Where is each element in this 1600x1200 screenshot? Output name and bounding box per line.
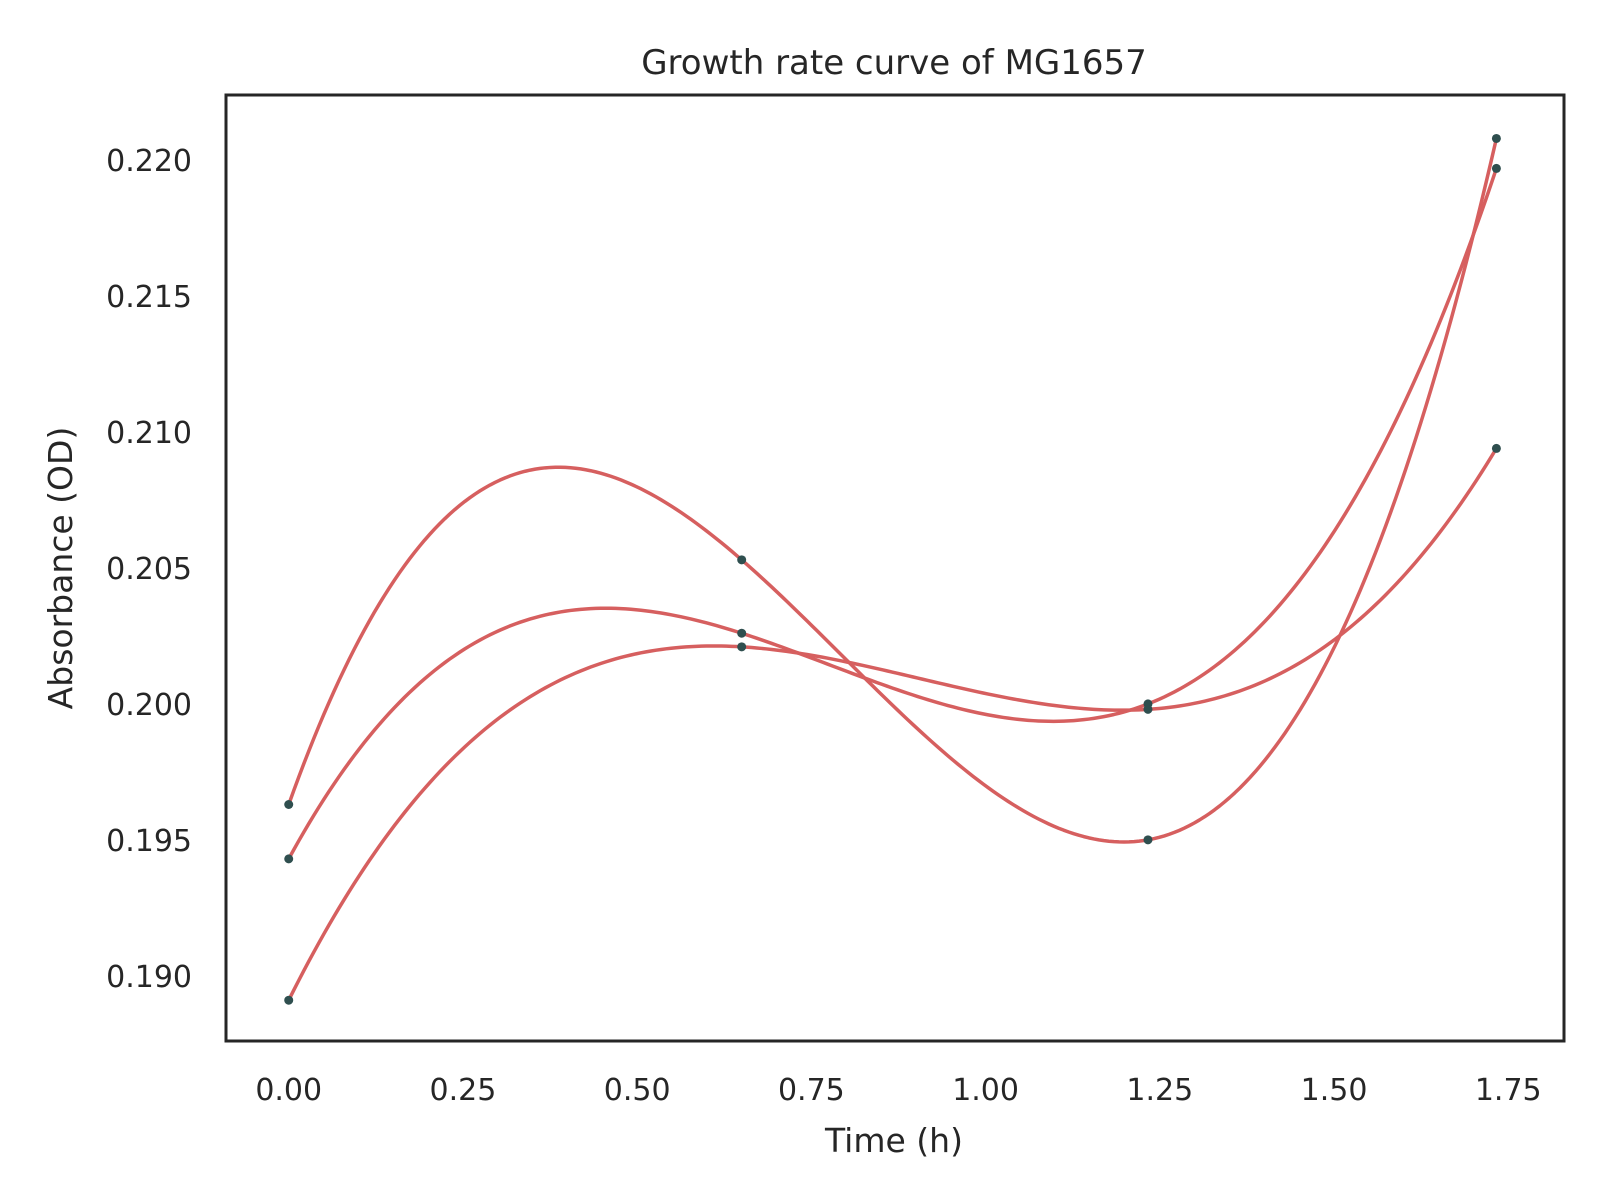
y-tick-label: 0.195: [106, 824, 192, 859]
data-point-s3-1: [284, 995, 294, 1005]
y-tick-labels: 0.190 0.195 0.200 0.205 0.210 0.215 0.220: [106, 144, 192, 995]
y-axis-label: Absorbance (OD): [41, 427, 80, 710]
data-point-s1-3: [1143, 835, 1153, 845]
x-tick-label: 0.25: [430, 1073, 497, 1108]
x-tick-label: 0.50: [604, 1073, 671, 1108]
y-tick-label: 0.205: [106, 552, 192, 587]
y-tick-label: 0.220: [106, 144, 192, 179]
series-line-2: [286, 166, 1499, 861]
data-point-s1-2: [737, 555, 747, 565]
x-tick-label: 1.25: [1126, 1073, 1193, 1108]
x-tick-labels: 0.00 0.25 0.50 0.75 1.00 1.25 1.50 1.75: [255, 1073, 1541, 1108]
series-line-3: [286, 446, 1499, 1002]
data-point-s2-2: [737, 628, 747, 638]
y-tick-label: 0.200: [106, 688, 192, 723]
y-tick-label: 0.215: [106, 280, 192, 315]
data-point-s1-4: [1491, 133, 1501, 143]
x-tick-label: 1.00: [952, 1073, 1019, 1108]
data-point-s1-1: [284, 800, 294, 809]
chart-title: Growth rate curve of MG1657: [641, 43, 1147, 83]
x-tick-label: 1.75: [1475, 1073, 1542, 1108]
series-line-1: [286, 136, 1499, 844]
x-tick-label: 0.00: [255, 1073, 322, 1108]
curve-layer: [286, 136, 1499, 1002]
x-tick-label: 1.50: [1301, 1073, 1368, 1108]
data-point-s2-4: [1491, 163, 1501, 173]
x-tick-label: 0.75: [778, 1073, 845, 1108]
y-tick-label: 0.190: [106, 960, 192, 995]
plot-frame: [224, 93, 1566, 1043]
data-point-s3-2: [737, 642, 747, 652]
point-layer: [284, 133, 1501, 1005]
data-point-s3-4: [1491, 443, 1501, 453]
y-tick-label: 0.210: [106, 416, 192, 451]
data-point-s3-3: [1143, 704, 1153, 714]
x-axis-label: Time (h): [824, 1121, 963, 1160]
data-point-s2-1: [284, 854, 294, 864]
